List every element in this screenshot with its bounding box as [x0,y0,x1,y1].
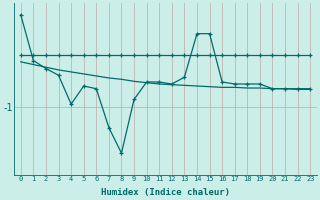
X-axis label: Humidex (Indice chaleur): Humidex (Indice chaleur) [101,188,230,197]
